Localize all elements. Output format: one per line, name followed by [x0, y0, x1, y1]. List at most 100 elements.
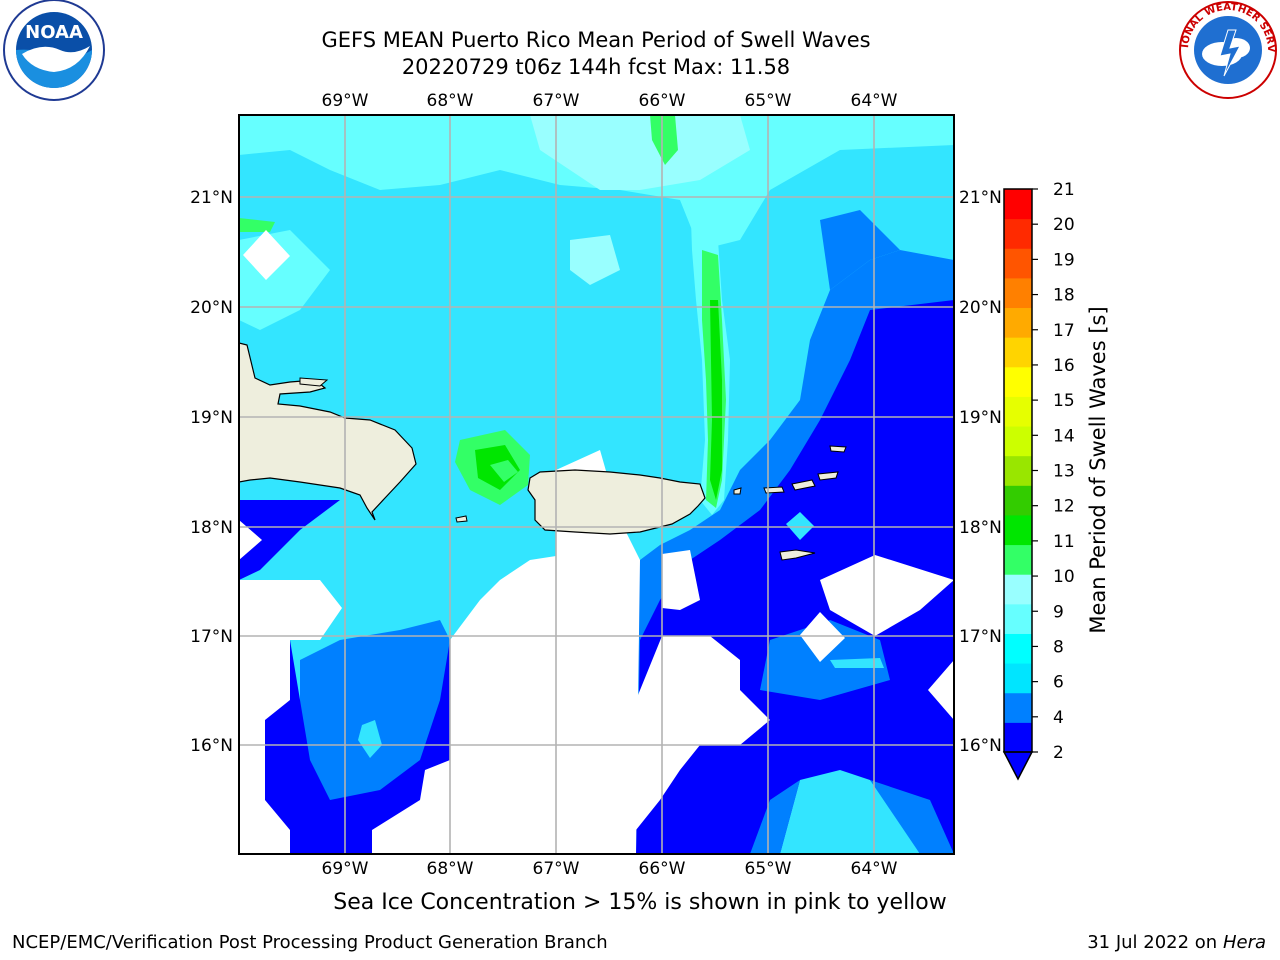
colorbar-tick-label: 14 [1053, 426, 1075, 446]
lon-labels-top: 69°W 68°W 67°W 66°W 65°W 64°W [322, 91, 898, 111]
lat-label-right: 17°N [959, 627, 1002, 647]
land-puerto-rico [527, 469, 706, 535]
colorbar-tick-label: 17 [1053, 321, 1075, 341]
svg-text:NOAA: NOAA [25, 22, 83, 43]
lon-label-top: 66°W [639, 91, 686, 111]
field-nodata-d [800, 612, 845, 662]
colorbar-segment [1004, 218, 1032, 249]
field-se-mid [750, 780, 800, 854]
colorbar-segment [1004, 426, 1032, 457]
land-anegada-area [817, 471, 839, 481]
lon-label-top: 68°W [427, 91, 474, 111]
field-sw-mid [300, 620, 450, 800]
lat-label-left: 16°N [190, 736, 233, 756]
colorbar-tick-label: 15 [1053, 391, 1075, 411]
land-tortuga [299, 377, 329, 387]
colorbar-segment [1004, 455, 1032, 486]
land-tortola [791, 479, 816, 491]
lon-label-bottom: 65°W [745, 859, 792, 879]
colorbar-tick-label: 12 [1053, 497, 1075, 517]
lat-label-left: 17°N [190, 627, 233, 647]
lon-label-top: 65°W [745, 91, 792, 111]
field-mid-blob [760, 620, 890, 700]
lat-label-right: 18°N [959, 518, 1002, 538]
colorbar-segment [1004, 337, 1032, 368]
colorbar-segment [1004, 574, 1032, 605]
colorbar-tick-label: 13 [1053, 462, 1075, 482]
land-mona [455, 515, 468, 523]
field-lighter-band [530, 115, 750, 190]
lat-label-left: 19°N [190, 408, 233, 428]
sea-ice-note: Sea Ice Concentration > 15% is shown in … [333, 890, 947, 915]
colorbar-tick-label: 9 [1053, 602, 1064, 622]
field-nodata-south [450, 450, 640, 854]
colorbar-segment [1004, 603, 1032, 634]
colorbar-tick-label: 20 [1053, 215, 1075, 235]
colorbar-segment [1004, 663, 1032, 694]
footer-host: Hera [1222, 932, 1266, 953]
field-nodata-e [928, 660, 954, 720]
colorbar-tick-label: 16 [1053, 356, 1075, 376]
field-nodata-b [636, 636, 770, 830]
colorbar-segment [1004, 514, 1032, 546]
colorbar-segment [1004, 633, 1032, 664]
lon-labels-bottom: 69°W 68°W 67°W 66°W 65°W 64°W [322, 859, 898, 879]
lat-label-right: 16°N [959, 736, 1002, 756]
lon-label-bottom: 68°W [427, 859, 474, 879]
colorbar-segment [1004, 692, 1032, 723]
colorbar-tick-label: 6 [1053, 673, 1064, 693]
footer-credit: NCEP/EMC/Verification Post Processing Pr… [12, 932, 608, 953]
field-se-mid2 [870, 780, 954, 854]
field-nodata-c [820, 555, 954, 636]
field-cyan-pocket [786, 512, 814, 540]
colorbar-segment [1004, 248, 1032, 279]
lon-label-bottom: 67°W [533, 859, 580, 879]
chart-title: GEFS MEAN Puerto Rico Mean Period of Swe… [321, 28, 871, 52]
field-w-deep [239, 500, 340, 580]
colorbar-tick-label: 21 [1053, 180, 1075, 200]
field-nodata-nw [243, 230, 290, 280]
land-st-croix [779, 549, 816, 561]
colorbar-label: Mean Period of Swell Waves [s] [1086, 306, 1110, 634]
footer-date: 31 Jul 2022 on Hera [1087, 932, 1266, 953]
lat-label-left: 18°N [190, 518, 233, 538]
colorbar-extend-min [1002, 751, 1034, 781]
colorbar-tick-label: 2 [1053, 743, 1064, 763]
field-ne-mid [820, 210, 900, 290]
lat-label-left: 20°N [190, 298, 233, 318]
colorbar-tick-label: 8 [1053, 637, 1064, 657]
land-anegada [829, 445, 847, 453]
field-cyan-streak [830, 658, 884, 668]
field-nodata-a [662, 550, 700, 610]
colorbar-tick-label: 4 [1053, 708, 1064, 728]
field-ribbon-bright [710, 300, 722, 500]
lat-labels-left: 21°N 20°N 19°N 18°N 17°N 16°N [190, 188, 233, 756]
field-green-top [650, 115, 678, 165]
footer-date-text: 31 Jul 2022 on [1087, 932, 1223, 953]
lon-label-bottom: 64°W [851, 859, 898, 879]
colorbar-tick-label: 11 [1053, 532, 1075, 552]
lon-label-top: 67°W [533, 91, 580, 111]
land-culebra [733, 487, 742, 495]
colorbar [1002, 188, 1034, 781]
lat-label-left: 21°N [190, 188, 233, 208]
colorbar-segment [1004, 722, 1032, 753]
field-nodata-sw [239, 580, 342, 854]
colorbar-tick-label: 19 [1053, 250, 1075, 270]
map-frame [238, 114, 955, 855]
lon-label-bottom: 66°W [639, 859, 686, 879]
colorbar-segment [1004, 485, 1032, 516]
colorbar-segment [1004, 366, 1032, 397]
chart-subtitle: 20220729 t06z 144h fcst Max: 11.58 [401, 55, 791, 79]
graticule [239, 115, 954, 854]
field-sw-cyan [358, 720, 382, 758]
field-w-deep2 [263, 500, 330, 530]
lon-label-bottom: 69°W [322, 859, 369, 879]
colorbar-segment [1004, 277, 1032, 309]
lon-label-top: 64°W [851, 91, 898, 111]
field-green-west [239, 218, 275, 232]
field-nodata-sw2 [372, 760, 450, 854]
field-se-cyan [780, 770, 920, 854]
swell-period-field [239, 115, 954, 854]
